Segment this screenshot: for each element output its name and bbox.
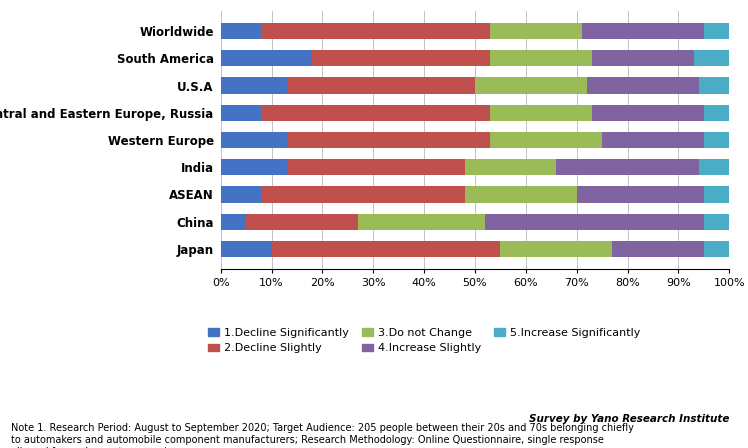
Bar <box>704 104 729 121</box>
Bar <box>582 23 704 39</box>
Bar <box>490 50 592 66</box>
Bar <box>704 186 729 202</box>
Bar <box>699 159 729 176</box>
Bar <box>490 23 582 39</box>
Bar <box>261 23 490 39</box>
Bar <box>286 78 475 94</box>
Bar <box>485 214 704 230</box>
Bar <box>221 132 286 148</box>
Bar <box>358 214 485 230</box>
Bar <box>221 50 312 66</box>
Bar <box>221 241 272 257</box>
Bar <box>221 186 261 202</box>
Bar <box>693 50 729 66</box>
Bar <box>704 214 729 230</box>
Bar <box>286 132 490 148</box>
Bar <box>500 241 613 257</box>
Bar <box>221 104 261 121</box>
Bar <box>699 78 729 94</box>
Bar <box>577 186 704 202</box>
Bar <box>704 132 729 148</box>
Bar <box>613 241 704 257</box>
Bar <box>246 214 358 230</box>
Text: Survey by Yano Research Institute: Survey by Yano Research Institute <box>529 414 729 424</box>
Bar <box>557 159 699 176</box>
Bar <box>221 159 286 176</box>
Bar <box>465 159 557 176</box>
Bar <box>221 78 286 94</box>
Bar <box>286 159 465 176</box>
Text: Note 1. Research Period: August to September 2020; Target Audience: 205 people b: Note 1. Research Period: August to Septe… <box>11 423 634 448</box>
Bar <box>221 214 246 230</box>
Bar <box>490 132 602 148</box>
Bar <box>475 78 587 94</box>
Bar <box>261 186 465 202</box>
Bar <box>704 241 729 257</box>
Bar <box>272 241 500 257</box>
Legend: 1.Decline Significantly, 2.Decline Slightly, 3.Do not Change, 4.Increase Slightl: 1.Decline Significantly, 2.Decline Sligh… <box>203 323 645 358</box>
Bar <box>592 50 693 66</box>
Bar <box>592 104 704 121</box>
Bar <box>704 23 729 39</box>
Bar <box>312 50 490 66</box>
Bar <box>602 132 704 148</box>
Bar <box>465 186 577 202</box>
Bar <box>221 23 261 39</box>
Bar <box>587 78 699 94</box>
Bar <box>490 104 592 121</box>
Bar <box>261 104 490 121</box>
